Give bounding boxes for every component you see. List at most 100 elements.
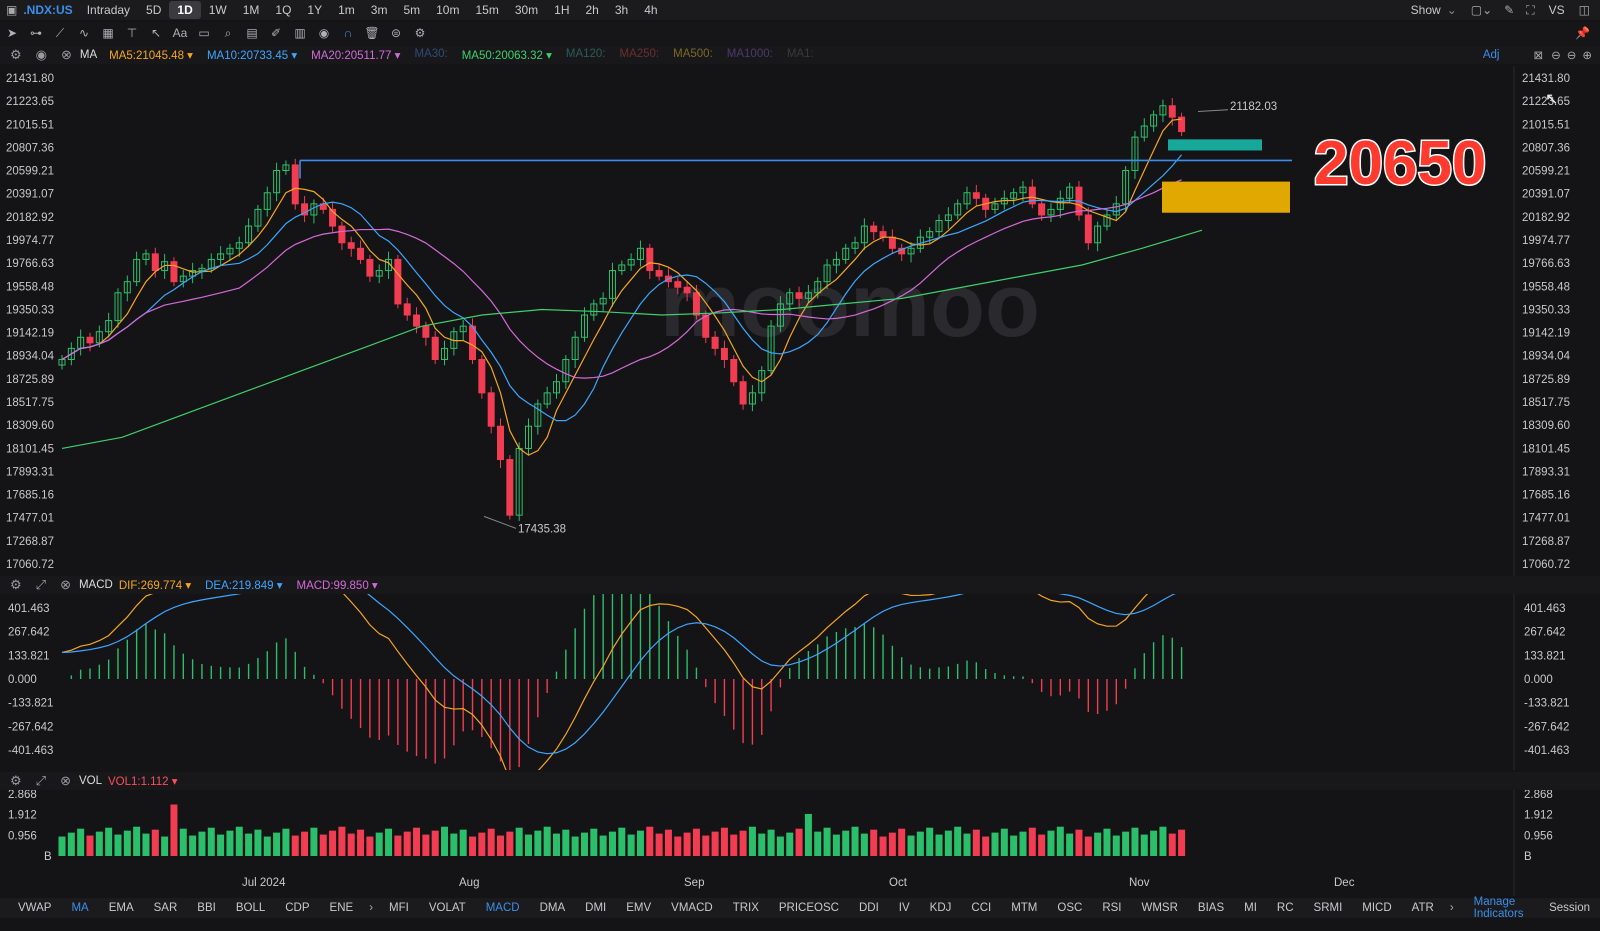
indicator-icon[interactable]: ⊠ bbox=[1533, 50, 1544, 62]
session-label[interactable]: Session bbox=[1549, 902, 1590, 914]
ma-value-7[interactable]: MA500: bbox=[673, 48, 713, 60]
layout-icon[interactable]: ▢⌄ bbox=[1470, 3, 1493, 17]
channel-tool-icon[interactable]: ⟋ bbox=[55, 25, 65, 40]
sync-icon[interactable]: ⊜ bbox=[390, 26, 402, 40]
teal-zone[interactable] bbox=[1168, 139, 1262, 151]
macd-chart[interactable]: 401.463 401.463 267.642 267.642 133.821 133.8… bbox=[0, 594, 1600, 770]
minus2-icon[interactable]: ⊖ bbox=[1566, 50, 1577, 62]
timeframe-tab-4h[interactable]: 4h bbox=[644, 3, 658, 17]
timeframe-tab-2h[interactable]: 2h bbox=[585, 3, 599, 17]
comment-icon[interactable]: ▭ bbox=[198, 26, 210, 40]
macd-prefix[interactable]: MACD bbox=[78, 579, 113, 591]
timeframe-tab-10m[interactable]: 10m bbox=[436, 3, 460, 17]
macd-value-1[interactable]: DEA:219.849 ▾ bbox=[205, 580, 283, 592]
indicator-tab-bbi[interactable]: BBI bbox=[197, 902, 216, 914]
indicator-tab-iv[interactable]: IV bbox=[898, 902, 910, 914]
timeframe-tab-1q[interactable]: 1Q bbox=[275, 3, 292, 17]
indicator-tab-priceosc[interactable]: PRICEOSC bbox=[778, 902, 839, 914]
panel-toggle-icon[interactable]: ◫ bbox=[1578, 3, 1590, 17]
eye-icon[interactable]: ◉ bbox=[318, 26, 330, 40]
indicator-tab-bias[interactable]: BIAS bbox=[1197, 902, 1225, 914]
timeframe-tab-5m[interactable]: 5m bbox=[403, 3, 421, 17]
measure-tool-icon[interactable]: ⊤ bbox=[126, 26, 138, 40]
manage-indicators-button[interactable]: Manage Indicators bbox=[1473, 896, 1524, 920]
vol-value-0[interactable]: VOL1:1.112 ▾ bbox=[107, 776, 178, 788]
timeframe-tab-1y[interactable]: 1Y bbox=[307, 3, 323, 17]
timeframe-tab-1m[interactable]: 1M bbox=[242, 3, 260, 17]
adj-select[interactable]: Adj bbox=[1482, 49, 1500, 61]
indicator-tab-ene[interactable]: ENE bbox=[329, 902, 354, 914]
cursor-icon[interactable]: ➤ bbox=[6, 26, 18, 40]
timeframe-tab-5d[interactable]: 5D bbox=[146, 3, 162, 17]
magnet-icon[interactable]: ∩ bbox=[343, 26, 353, 40]
timeframe-tab-1h[interactable]: 1H bbox=[554, 3, 570, 17]
ma-prefix[interactable]: MA bbox=[79, 49, 98, 61]
ma-value-8[interactable]: MA1000: bbox=[726, 48, 773, 60]
text-tool-icon[interactable]: Aa bbox=[172, 26, 188, 40]
symbol-label[interactable]: .NDX:US bbox=[23, 3, 73, 17]
timeframe-tab-3h[interactable]: 3h bbox=[614, 3, 629, 17]
ruler-icon[interactable]: ▥ bbox=[294, 26, 306, 40]
indicator-tab-mtm[interactable]: MTM bbox=[1011, 902, 1038, 914]
indicator-tab-dmi[interactable]: DMI bbox=[585, 902, 607, 914]
timeframe-tab-3m[interactable]: 3m bbox=[370, 3, 388, 17]
gold-zone[interactable] bbox=[1162, 181, 1290, 213]
indicator-tab-sar[interactable]: SAR bbox=[153, 902, 178, 914]
timeframe-tab-30m[interactable]: 30m bbox=[514, 3, 539, 17]
pin-icon[interactable]: 📌 bbox=[1575, 26, 1590, 40]
indicator-tab-emv[interactable]: EMV bbox=[626, 902, 652, 914]
ma-value-9[interactable]: MA1: bbox=[786, 48, 814, 60]
volume-chart[interactable]: 2.868 2.868 1.912 1.912 0.956 0.956 B B Jul 2024… bbox=[0, 790, 1600, 896]
price-chart[interactable]: 21431.80 21431.80 21223.65 21223.65 21015.51… bbox=[0, 66, 1600, 576]
vs-button[interactable]: VS bbox=[1548, 3, 1565, 17]
trash-icon[interactable]: 🗑 bbox=[364, 26, 380, 40]
indicator-tab-rsi[interactable]: RSI bbox=[1102, 902, 1122, 914]
gear-icon[interactable]: ⚙ bbox=[10, 773, 22, 788]
ma-value-2[interactable]: MA20:20511.77 ▾ bbox=[311, 50, 401, 62]
indicator-tab-boll[interactable]: BOLL bbox=[235, 902, 266, 914]
close-icon[interactable]: ⊗ bbox=[61, 47, 72, 62]
indicator-tab-vmacd[interactable]: VMACD bbox=[671, 902, 713, 914]
line-tool-icon[interactable]: ⊶ bbox=[30, 26, 42, 40]
indicator-tab-srmi[interactable]: SRMI bbox=[1313, 902, 1343, 914]
timeframe-tab-15m[interactable]: 15m bbox=[475, 3, 499, 17]
ma-value-1[interactable]: MA10:20733.45 ▾ bbox=[206, 50, 298, 62]
fullscreen-icon[interactable]: ⛶ bbox=[1526, 2, 1535, 17]
indicator-tab-ema[interactable]: EMA bbox=[108, 902, 134, 914]
ma-value-6[interactable]: MA250: bbox=[619, 48, 660, 60]
ma-value-3[interactable]: MA30: bbox=[414, 48, 448, 60]
chevron-right-icon[interactable]: › bbox=[1449, 902, 1454, 914]
indicator-tab-dma[interactable]: DMA bbox=[539, 902, 566, 914]
zoom-icon[interactable]: ⌕ bbox=[224, 25, 232, 40]
indicator-tab-cci[interactable]: CCI bbox=[971, 902, 992, 914]
timeframe-tab-1w[interactable]: 1W bbox=[208, 3, 227, 17]
chevron-down-icon[interactable]: ⌄ bbox=[1446, 3, 1457, 17]
timeframe-tab-1m[interactable]: 1m bbox=[338, 3, 355, 17]
timeframe-tab-intraday[interactable]: Intraday bbox=[86, 3, 131, 17]
expand-icon[interactable]: ⤢ bbox=[35, 577, 47, 592]
macd-value-0[interactable]: DIF:269.774 ▾ bbox=[118, 580, 192, 592]
indicator-tab-atr[interactable]: ATR bbox=[1411, 902, 1434, 914]
draw-pen-icon[interactable]: ✎ bbox=[1504, 3, 1515, 17]
minus-icon[interactable]: ⊖ bbox=[1551, 50, 1561, 62]
close-icon[interactable]: ⊗ bbox=[60, 773, 71, 788]
fib-tool-icon[interactable]: ▦ bbox=[102, 26, 114, 40]
indicator-tab-ddi[interactable]: DDI bbox=[858, 902, 879, 914]
pattern-icon[interactable]: ▤ bbox=[246, 26, 258, 40]
indicator-tab-mfi[interactable]: MFI bbox=[389, 902, 409, 914]
expand-icon[interactable]: ⤢ bbox=[35, 773, 47, 788]
chevron-right-icon[interactable]: › bbox=[369, 902, 374, 914]
settings-icon[interactable]: ⚙ bbox=[414, 26, 426, 40]
indicator-tab-micd[interactable]: MICD bbox=[1362, 902, 1392, 914]
indicator-tab-osc[interactable]: OSC bbox=[1057, 902, 1083, 914]
ma-value-5[interactable]: MA120: bbox=[565, 48, 606, 60]
indicator-tab-kdj[interactable]: KDJ bbox=[929, 902, 952, 914]
arrow-tool-icon[interactable]: ↖ bbox=[150, 26, 162, 40]
gear-icon[interactable]: ⚙ bbox=[10, 47, 22, 62]
wave-tool-icon[interactable]: ∿ bbox=[78, 26, 90, 40]
plus-icon[interactable]: ⊕ bbox=[1582, 50, 1592, 62]
indicator-tab-mi[interactable]: MI bbox=[1244, 902, 1257, 914]
indicator-tab-ma[interactable]: MA bbox=[71, 902, 89, 914]
close-icon[interactable]: ⊗ bbox=[60, 577, 71, 592]
indicator-tab-rc[interactable]: RC bbox=[1276, 902, 1294, 914]
